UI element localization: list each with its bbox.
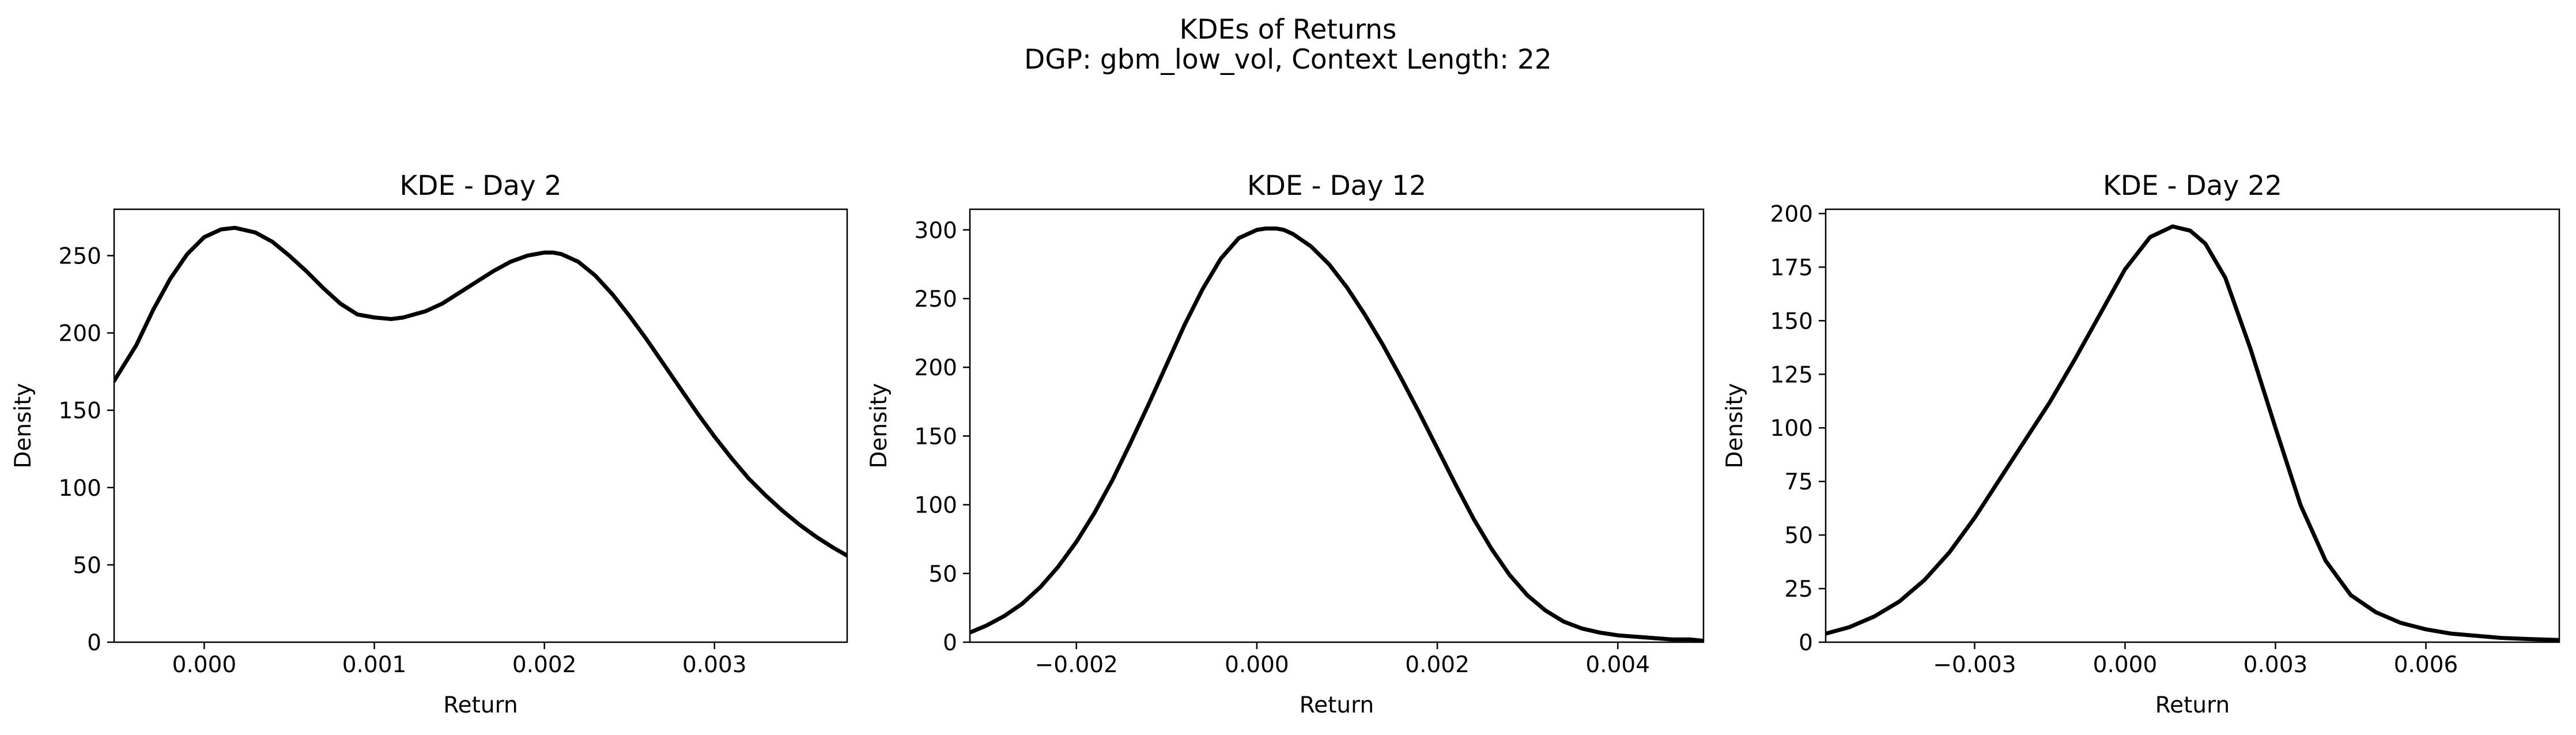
subplot-title: KDE - Day 2 (399, 170, 561, 202)
y-tick-label: 125 (1770, 362, 1813, 388)
y-axis-label: Density (10, 383, 36, 468)
y-tick-label: 0 (943, 630, 957, 656)
x-tick-label: 0.000 (172, 652, 237, 678)
x-tick-label: 0.001 (342, 652, 407, 678)
axes-frame (1825, 208, 2560, 643)
y-tick-label: 200 (1770, 201, 1813, 227)
x-tick-label: 0.004 (1585, 652, 1650, 678)
y-tick-label: 250 (915, 287, 957, 312)
kde-curve-1 (114, 225, 847, 558)
y-tick-label: 0 (87, 630, 101, 656)
y-tick-label: 300 (915, 218, 957, 244)
x-tick-label: 0.000 (2093, 652, 2158, 678)
y-tick-label: 175 (1770, 255, 1813, 281)
subplot-title: KDE - Day 22 (2103, 170, 2282, 202)
kde-curve-3 (1826, 224, 2559, 642)
y-tick-label: 150 (59, 398, 101, 424)
y-tick-label: 100 (1770, 416, 1813, 442)
x-tick-label: 0.002 (1405, 652, 1470, 678)
chart-panel-1: 0.000 0.001 0.002 0.003 0 50 100 150 200 250 KDE -… (10, 170, 848, 718)
y-tick-label: 250 (59, 243, 101, 269)
y-tick-label: 200 (915, 355, 957, 381)
y-tick-label: 50 (73, 553, 101, 579)
x-tick-label: 0.003 (2243, 652, 2308, 678)
x-tick-label: 0.006 (2394, 652, 2458, 678)
x-axis-label: Return (443, 692, 518, 718)
y-tick-label: 150 (915, 424, 957, 450)
y-axis-label: Density (1722, 383, 1748, 468)
figure-title: KDEs of Returns (1179, 14, 1397, 46)
x-tick-label: 0.000 (1225, 652, 1289, 678)
y-tick-label: 200 (59, 321, 101, 347)
y-tick-label: 100 (915, 493, 957, 519)
figure-subtitle: DGP: gbm_low_vol, Context Length: 22 (1024, 44, 1552, 76)
y-tick-label: 150 (1770, 308, 1813, 334)
y-tick-label: 100 (59, 476, 101, 502)
x-tick-label: −0.002 (1035, 652, 1118, 678)
y-tick-label: 50 (928, 561, 957, 587)
chart-panel-3: −0.003 0.000 0.003 0.006 0 25 50 75 100 125 150 175… (1722, 170, 2560, 718)
axes-frame (113, 208, 848, 643)
x-tick-label: 0.002 (512, 652, 577, 678)
kde-curve-2 (970, 226, 1704, 642)
x-tick-label: 0.003 (682, 652, 747, 678)
subplot-title: KDE - Day 12 (1247, 170, 1426, 202)
y-axis-label: Density (866, 383, 892, 468)
x-axis-label: Return (1300, 692, 1374, 718)
x-axis-label: Return (2155, 692, 2230, 718)
x-tick-label: −0.003 (1933, 652, 2016, 678)
y-tick-label: 25 (1784, 576, 1813, 602)
y-tick-label: 0 (1799, 630, 1813, 656)
chart-panel-2: −0.002 0.000 0.002 0.004 0 50 100 150 200 250 300 K… (866, 170, 1705, 718)
y-tick-label: 75 (1784, 469, 1813, 495)
y-tick-label: 50 (1784, 523, 1813, 549)
axes-frame (969, 208, 1705, 643)
